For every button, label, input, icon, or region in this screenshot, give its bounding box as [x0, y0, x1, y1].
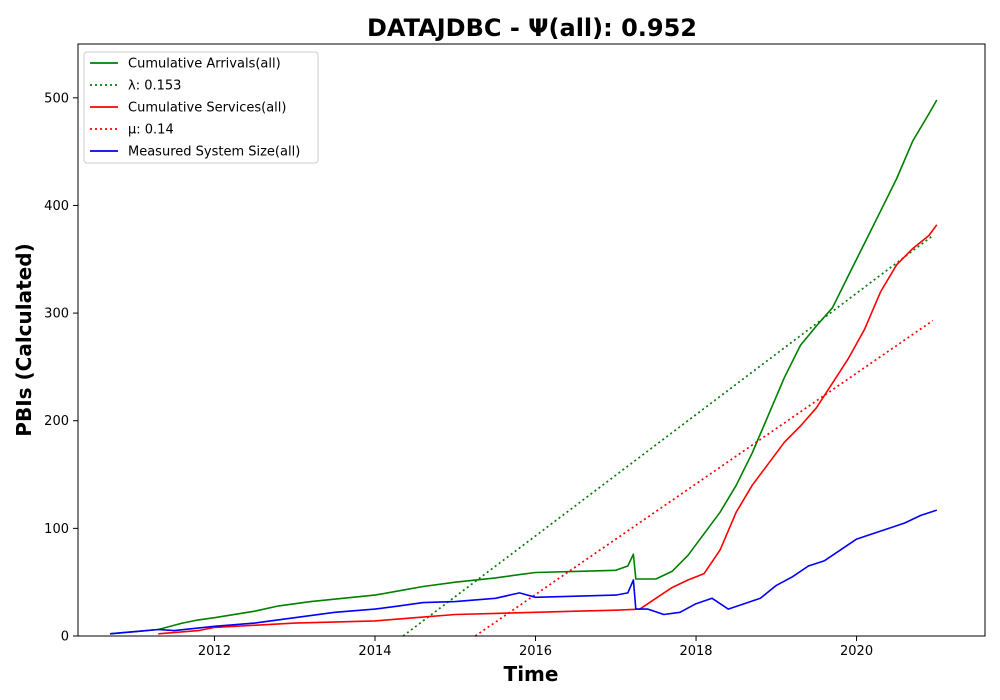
y-tick-label: 400	[44, 199, 69, 214]
x-axis-label: Time	[504, 662, 559, 686]
series-line-1	[402, 234, 934, 637]
x-tick-label: 2012	[198, 644, 231, 659]
plot-lines	[110, 99, 938, 637]
legend-label: λ: 0.153	[128, 79, 181, 94]
y-tick-label: 0	[61, 630, 69, 645]
y-axis-label: PBIs (Calculated)	[12, 243, 36, 436]
legend-entries: Cumulative Arrivals(all) λ: 0.153 Cumulati…	[90, 57, 300, 160]
y-tick-label: 500	[44, 91, 69, 106]
legend-label: Cumulative Services(all)	[128, 101, 286, 116]
legend-label: Measured System Size(all)	[128, 145, 300, 160]
x-tick-label: 2018	[679, 644, 712, 659]
series-line-0	[110, 99, 938, 635]
series-line-2	[158, 224, 938, 635]
legend-box	[83, 51, 319, 164]
legend-label: Cumulative Arrivals(all)	[128, 57, 281, 72]
x-tick-label: 2020	[840, 644, 873, 659]
x-axis-ticks: 2012 2014 2016 2018 2020	[198, 636, 873, 659]
y-tick-label: 300	[44, 307, 69, 322]
x-tick-label: 2014	[358, 644, 391, 659]
series-line-4	[110, 509, 938, 635]
y-tick-label: 100	[44, 522, 69, 537]
x-tick-label: 2016	[519, 644, 552, 659]
y-tick-label: 200	[44, 414, 69, 429]
plot-frame	[77, 43, 986, 637]
y-axis-ticks: 0 100 200 300 400 500	[44, 91, 78, 645]
chart-title: DATAJDBC - Ψ(all): 0.952	[367, 14, 697, 42]
legend: Cumulative Arrivals(all) λ: 0.153 Cumulati…	[83, 51, 319, 164]
legend-label: μ: 0.14	[128, 123, 174, 138]
